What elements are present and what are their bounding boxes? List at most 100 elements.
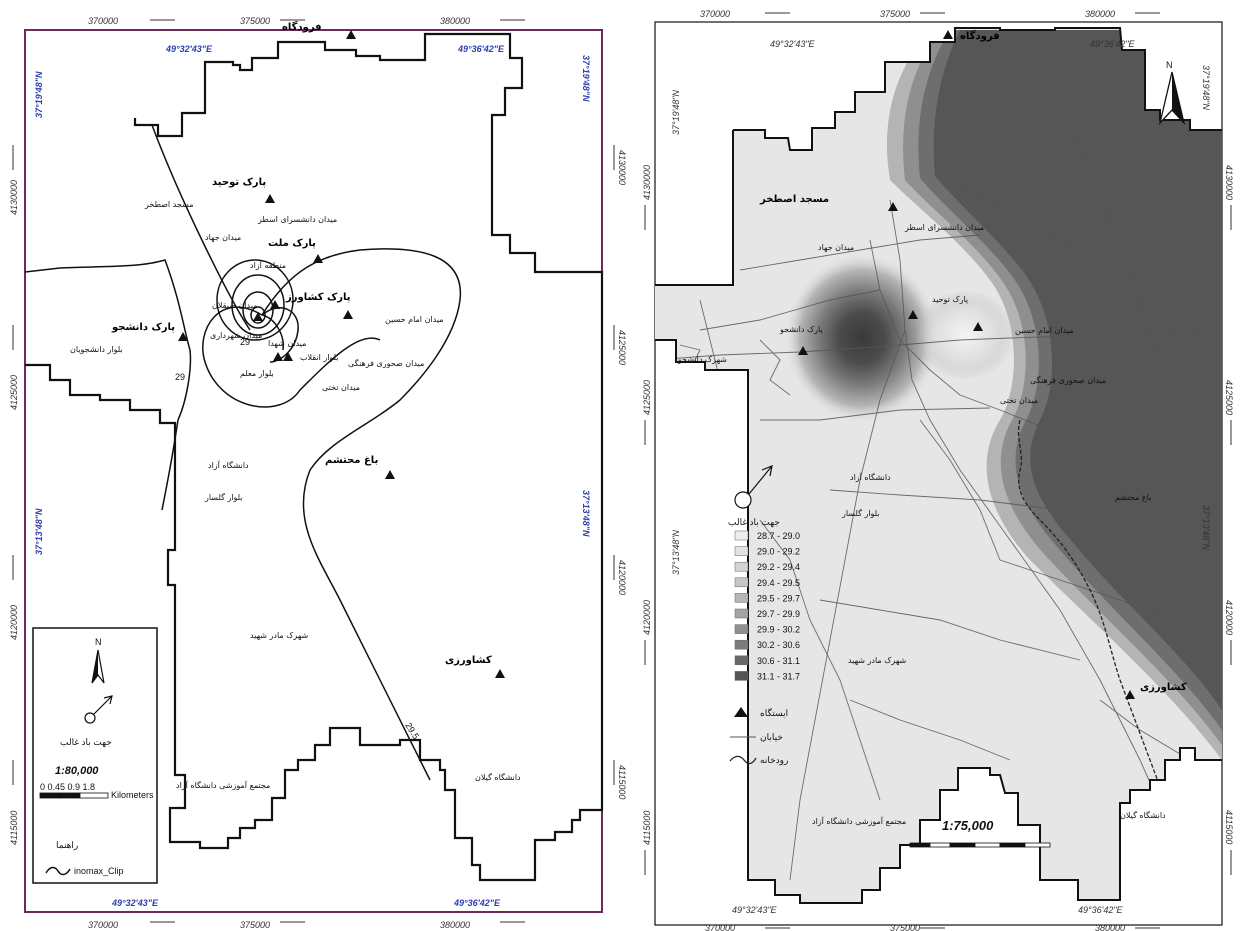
right-x-tick-380000-bottom: 380000 [1095, 923, 1125, 931]
legend-range-label-4: 29.5 - 29.7 [757, 593, 800, 603]
station-triangle-icon [313, 254, 323, 263]
right-scale-bar [909, 842, 1051, 848]
legend-range-label-2: 29.2 - 29.4 [757, 562, 800, 572]
station-triangle-icon [495, 669, 505, 678]
left-lat-label-south-left: 37°13'48"N [34, 508, 44, 555]
station-triangle-icon [888, 202, 898, 211]
right-legend-street: خیابان [760, 732, 783, 742]
station-triangle-icon [1125, 690, 1135, 699]
left-station-label-keshavarz: پارک کشاورز [285, 292, 351, 303]
left-station-label-mellat: پارک ملت [268, 238, 316, 249]
right-place-label: شهرک مادر شهید [848, 656, 907, 665]
left-map-panel: 370000 375000 380000 370000 375000 38000… [9, 16, 627, 930]
legend-range-label-1: 29.0 - 29.2 [757, 547, 800, 557]
right-wind-label: جهت باد غالب [728, 517, 780, 528]
left-place-label: میدان دانشسرای اسطر [257, 215, 337, 224]
legend-range-label-3: 29.4 - 29.5 [757, 578, 800, 588]
right-city-boundary [655, 27, 1222, 904]
right-lat-label-south-left: 37°13'48"N [671, 529, 681, 575]
right-x-tick-380000-top: 380000 [1085, 9, 1115, 19]
left-x-ticks [150, 19, 525, 923]
right-x-tick-375000-top: 375000 [880, 9, 910, 19]
left-y-tick-4130000-right: 4130000 [617, 150, 627, 185]
isoline-legend-icon [45, 866, 71, 876]
left-place-label: بلوار دانشجویان [70, 345, 123, 354]
left-x-tick-370000-top: 370000 [88, 16, 118, 26]
right-place-label: میدان جهاد [818, 243, 854, 252]
left-city-boundary [25, 32, 604, 882]
left-station-label-airport: فرودگاه [282, 20, 322, 33]
right-y-tick-4130000-right: 4130000 [1224, 165, 1234, 200]
left-y-tick-4115000: 4115000 [9, 811, 19, 845]
left-y-tick-4120000-right: 4120000 [617, 560, 627, 595]
left-scale-unit: Kilometers [111, 790, 154, 800]
left-lat-label-north-left: 37°19'48"N [34, 71, 44, 118]
right-map-panel: 370000 375000 380000 370000 375000 38000… [642, 9, 1234, 931]
right-river [1017, 419, 1206, 903]
left-place-label: مجتمع آموزشی دانشگاه آزاد [176, 780, 270, 790]
legend-swatch-9 [734, 671, 749, 681]
right-place-label: بلوار گلسار [841, 508, 880, 518]
right-wind-direction-icon [734, 465, 773, 509]
left-lon-label-west-bottom: 49°32'43"E [111, 898, 159, 908]
right-north-arrow-half-icon [1172, 72, 1184, 123]
right-place-label: شهرک دانشجو [677, 355, 727, 364]
station-triangle-icon [973, 322, 983, 331]
left-place-label: میدان امام حسین [385, 315, 444, 324]
station-triangle-icon [283, 352, 293, 361]
left-station-label-mohtasham: باغ محتشم [325, 455, 378, 466]
left-place-label: میدان صیقلان [212, 301, 257, 310]
left-lon-label-east-top: 49°36'42"E [457, 44, 505, 54]
station-triangle-icon [178, 332, 188, 341]
left-scale-ratio: 1:80,000 [55, 765, 99, 777]
right-y-ticks [644, 205, 1232, 875]
station-triangle-icon [265, 194, 275, 203]
legend-range-label-8: 30.6 - 31.1 [757, 656, 800, 666]
right-y-tick-4120000-right: 4120000 [1224, 600, 1234, 635]
left-station-label-daneshjoo: پارک دانشجو [111, 322, 175, 333]
right-y-tick-4130000: 4130000 [642, 165, 652, 200]
right-place-label: میدان صحوری فرهنگی [1030, 375, 1106, 385]
right-lon-label-east-top: 49°36'42"E [1090, 39, 1136, 49]
left-stations [178, 30, 505, 678]
legend-swatch-1 [734, 546, 749, 556]
left-place-label: دانشگاه گیلان [475, 772, 521, 782]
right-lat-label-north-right: 37°19'48"N [1201, 65, 1211, 111]
right-place-label: باغ محتشم [1115, 493, 1151, 502]
left-place-label: دانشگاه آزاد [208, 460, 249, 470]
right-y-tick-4120000: 4120000 [642, 600, 652, 635]
left-y-tick-4115000-right: 4115000 [617, 765, 627, 799]
legend-range-label-0: 28.7 - 29.0 [757, 531, 800, 541]
station-triangle-icon [385, 470, 395, 479]
left-x-tick-375000-top: 375000 [240, 16, 270, 26]
left-y-tick-4130000: 4130000 [9, 180, 19, 215]
legend-range-label-9: 31.1 - 31.7 [757, 671, 800, 681]
north-arrow-half-icon [92, 650, 98, 683]
left-lat-label-south-right: 37°13'48"N [581, 490, 591, 537]
right-temperature-surface [655, 28, 1222, 903]
right-stations [798, 30, 1135, 699]
right-place-label: مجتمع آموزشی دانشگاه آزاد [812, 816, 906, 826]
legend-range-label-5: 29.7 - 29.9 [757, 609, 800, 619]
right-x-ticks [765, 12, 1160, 929]
left-contour-label-2: 29 [175, 372, 185, 382]
right-y-tick-4125000: 4125000 [642, 380, 652, 415]
right-road-network [655, 89, 1222, 903]
right-lon-label-east-bottom: 49°36'42"E [1078, 905, 1124, 915]
left-place-label: میدان صحوری فرهنگی [348, 358, 424, 368]
left-y-tick-4125000-right: 4125000 [617, 330, 627, 365]
right-x-tick-370000-top: 370000 [700, 9, 730, 19]
left-contour-label-1: 29 [240, 337, 250, 347]
left-lon-label-west-top: 49°32'43"E [165, 44, 213, 54]
right-station-label-keshavarzi: کشاورزی [1140, 682, 1187, 693]
left-y-tick-4120000: 4120000 [9, 605, 19, 640]
legend-river-icon [729, 755, 757, 765]
legend-swatch-6 [734, 624, 749, 634]
left-x-tick-375000-bottom: 375000 [240, 920, 270, 930]
left-place-label: بلوار معلم [240, 369, 274, 378]
left-y-tick-4125000: 4125000 [9, 375, 19, 410]
left-x-tick-370000-bottom: 370000 [88, 920, 118, 930]
station-triangle-icon [908, 310, 918, 319]
station-triangle-icon [253, 312, 263, 321]
